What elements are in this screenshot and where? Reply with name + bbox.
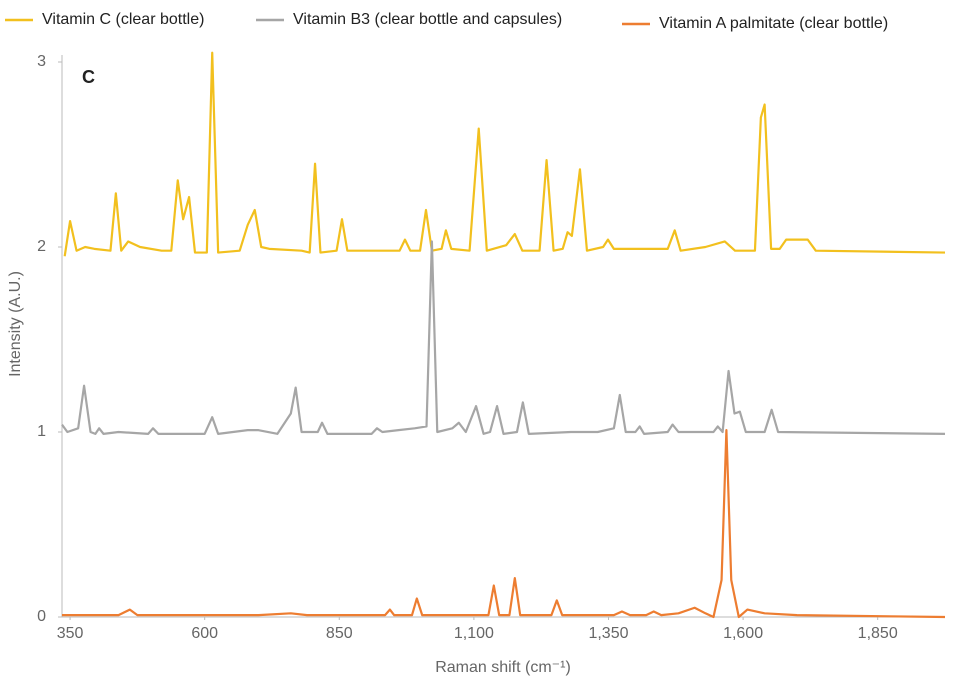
y-tick-label: 1 xyxy=(37,423,46,440)
y-axis-title: Intensity (A.U.) xyxy=(7,271,24,377)
x-tick-label: 1,350 xyxy=(588,625,628,642)
x-tick-label: 1,850 xyxy=(858,625,898,642)
series-line xyxy=(61,240,946,435)
series-line xyxy=(63,51,946,257)
x-tick-label: 350 xyxy=(57,625,84,642)
x-tick-label: 600 xyxy=(191,625,218,642)
y-tick-label: 0 xyxy=(37,608,46,625)
x-axis-title: Raman shift (cm⁻¹) xyxy=(435,659,571,676)
x-tick-label: 1,600 xyxy=(723,625,763,642)
y-tick-label: 2 xyxy=(37,238,46,255)
series-line xyxy=(62,429,946,619)
panel-label: C xyxy=(82,67,95,87)
legend-label: Vitamin A palmitate (clear bottle) xyxy=(659,15,888,32)
legend-label: Vitamin C (clear bottle) xyxy=(42,11,204,28)
legend-label: Vitamin B3 (clear bottle and capsules) xyxy=(293,11,562,28)
x-tick-label: 1,100 xyxy=(454,625,494,642)
x-tick-label: 850 xyxy=(326,625,353,642)
y-tick-label: 3 xyxy=(37,53,46,70)
